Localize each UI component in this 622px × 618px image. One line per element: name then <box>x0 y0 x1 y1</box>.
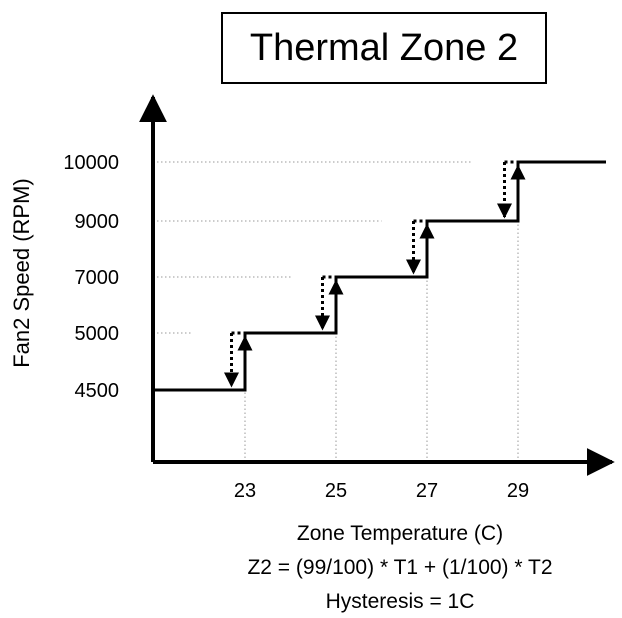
x-axis-label: Zone Temperature (C) <box>180 522 620 546</box>
x-tick-label: 23 <box>234 480 256 502</box>
y-tick-label: 5000 <box>75 323 120 345</box>
chart-title: Thermal Zone 2 <box>221 12 547 84</box>
x-tick-label: 25 <box>325 480 347 502</box>
y-tick-label: 10000 <box>63 152 119 174</box>
y-tick-label: 4500 <box>75 380 120 402</box>
y-tick-label: 9000 <box>75 211 120 233</box>
zone-formula: Z2 = (99/100) * T1 + (1/100) * T2 <box>180 556 620 580</box>
x-tick-label: 27 <box>416 480 438 502</box>
y-tick-label: 7000 <box>75 267 120 289</box>
hysteresis-note: Hysteresis = 1C <box>180 590 620 614</box>
x-tick-label: 29 <box>507 480 529 502</box>
y-axis-label: Fan2 Speed (RPM) <box>9 178 35 368</box>
fan-speed-step-line <box>153 162 606 390</box>
